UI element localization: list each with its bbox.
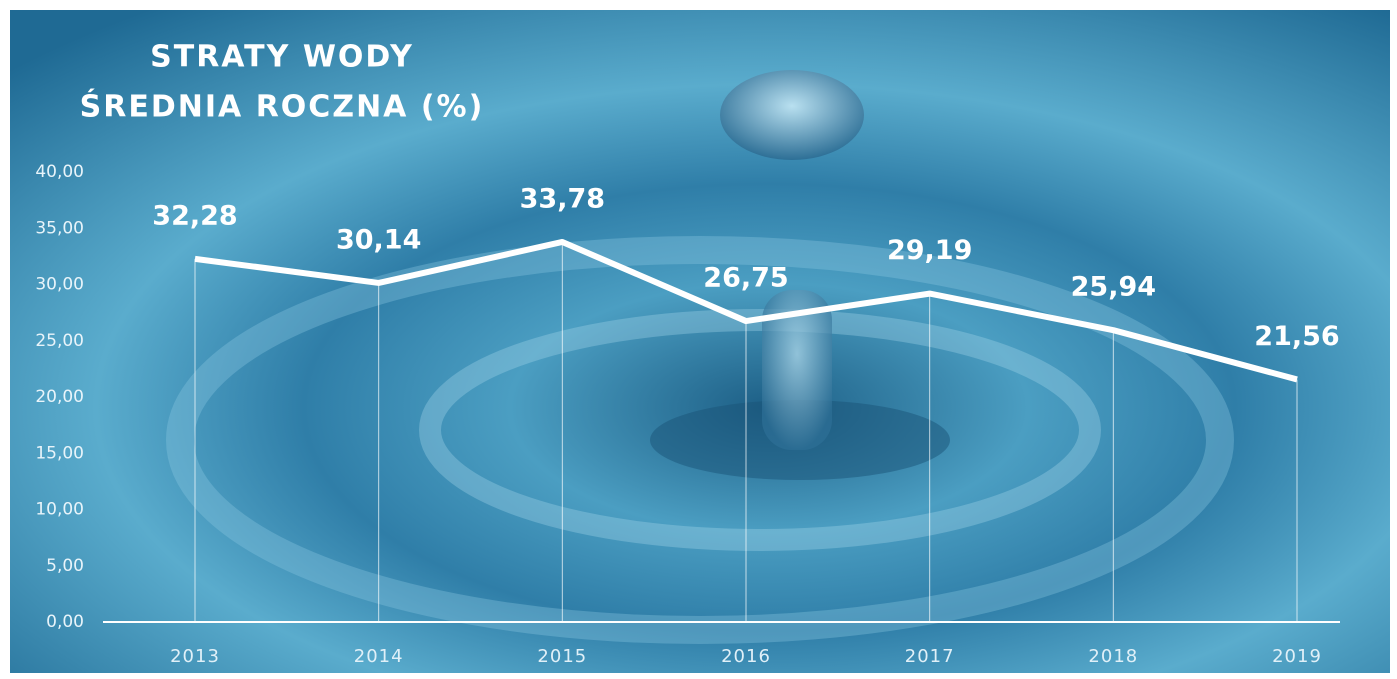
data-label: 26,75: [703, 263, 788, 294]
y-tick-label: 0,00: [46, 612, 84, 632]
x-tick-label: 2018: [1088, 646, 1138, 667]
water-drop: [720, 70, 864, 160]
chart-title: STRATY WODY: [150, 40, 414, 75]
chart-subtitle: ŚREDNIA ROCZNA (%): [80, 88, 485, 125]
data-label: 32,28: [152, 200, 237, 231]
y-tick-label: 10,00: [35, 500, 84, 520]
x-tick-label: 2019: [1272, 646, 1322, 667]
y-tick-label: 20,00: [35, 387, 84, 407]
data-label: 21,56: [1254, 321, 1339, 352]
x-tick-label: 2013: [170, 646, 220, 667]
water-column: [762, 290, 832, 450]
y-tick-label: 5,00: [46, 556, 84, 576]
x-tick-label: 2015: [537, 646, 587, 667]
x-tick-label: 2016: [721, 646, 771, 667]
data-label: 29,19: [887, 235, 972, 266]
y-tick-label: 15,00: [35, 443, 84, 463]
x-tick-label: 2014: [354, 646, 404, 667]
line: [194, 238, 1298, 383]
data-label: 25,94: [1071, 272, 1156, 303]
y-tick-label: 30,00: [35, 275, 84, 295]
y-tick-label: 40,00: [35, 162, 84, 182]
y-tick-label: 25,00: [35, 331, 84, 351]
x-tick-label: 2017: [905, 646, 955, 667]
ripple: [166, 236, 1234, 644]
data-label: 30,14: [336, 224, 421, 255]
y-tick-label: 35,00: [35, 218, 84, 238]
data-label: 33,78: [520, 183, 605, 214]
